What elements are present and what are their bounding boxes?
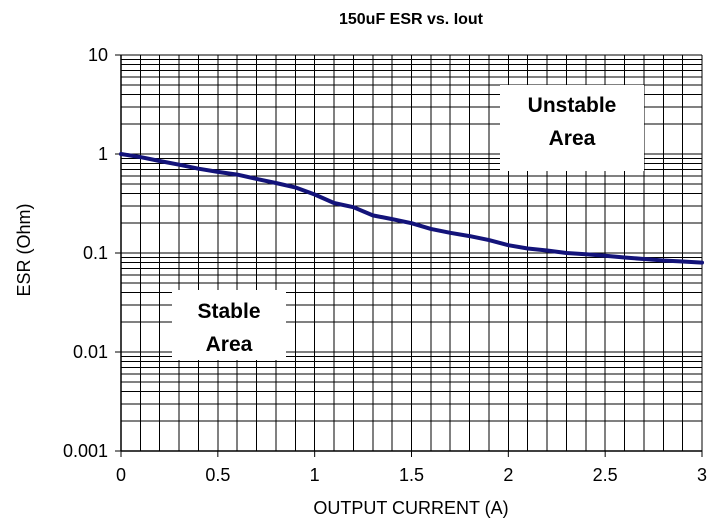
x-tick-label: 0 [116,465,126,485]
x-tick-label: 0.5 [205,465,230,485]
x-tick-label: 2 [503,465,513,485]
esr-series-line [119,152,704,265]
annotation-line: Area [549,127,596,150]
annotation-line: Area [206,333,253,356]
annotation-box [500,85,644,171]
y-tick-label: 1 [98,144,108,164]
x-tick-label: 1.5 [399,465,424,485]
x-tick-label: 3 [697,465,707,485]
y-axis-label: ESR (Ohm) [14,203,34,296]
y-tick-label: 0.001 [63,441,108,461]
y-tick-label: 10 [88,45,108,65]
grid [115,54,703,457]
x-tick-label: 2.5 [593,465,618,485]
x-tick-label: 1 [310,465,320,485]
x-axis-label: OUTPUT CURRENT (A) [313,498,508,518]
y-tick-label: 0.1 [83,243,108,263]
x-tick-labels: 0 0.5 1 1.5 2 2.5 3 [116,465,707,485]
chart-title: 150uF ESR vs. Iout [339,11,484,28]
annotation-box [172,290,286,360]
y-tick-label: 0.01 [73,342,108,362]
annotations: Unstable Area Stable Area [172,85,644,360]
annotation-line: Unstable [528,94,617,117]
stable-area-label: Stable Area [172,290,286,360]
series-layer [119,152,704,265]
annotation-line: Stable [197,300,260,323]
unstable-area-label: Unstable Area [500,85,644,171]
y-tick-labels: 0.001 0.01 0.1 1 10 [63,45,108,461]
